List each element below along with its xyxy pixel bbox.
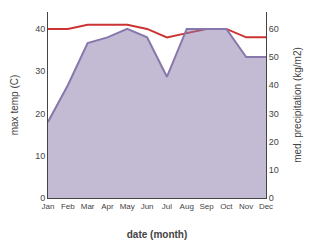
svg-text:date (month): date (month): [127, 229, 188, 240]
svg-text:max temp (C): max temp (C): [9, 75, 20, 136]
svg-text:10: 10: [35, 151, 45, 161]
svg-text:50: 50: [269, 52, 279, 62]
svg-text:Oct: Oct: [220, 202, 233, 211]
svg-text:Mar: Mar: [81, 202, 95, 211]
svg-text:60: 60: [269, 24, 279, 34]
svg-text:Jun: Jun: [141, 202, 154, 211]
svg-text:med. precipitation (kg/m2): med. precipitation (kg/m2): [292, 47, 303, 163]
svg-text:Jul: Jul: [162, 202, 172, 211]
svg-text:Aug: Aug: [180, 202, 194, 211]
svg-text:Jan: Jan: [42, 202, 55, 211]
svg-text:0: 0: [40, 193, 45, 203]
svg-text:Nov: Nov: [239, 202, 253, 211]
svg-text:40: 40: [35, 24, 45, 34]
svg-text:Dec: Dec: [259, 202, 273, 211]
svg-text:Sep: Sep: [199, 202, 214, 211]
svg-text:May: May: [120, 202, 135, 211]
svg-text:20: 20: [269, 137, 279, 147]
svg-text:30: 30: [35, 66, 45, 76]
svg-text:Feb: Feb: [61, 202, 75, 211]
svg-text:10: 10: [269, 165, 279, 175]
svg-text:0: 0: [269, 193, 274, 203]
svg-text:20: 20: [35, 109, 45, 119]
svg-text:40: 40: [269, 80, 279, 90]
svg-text:Apr: Apr: [101, 202, 114, 211]
svg-text:30: 30: [269, 109, 279, 119]
